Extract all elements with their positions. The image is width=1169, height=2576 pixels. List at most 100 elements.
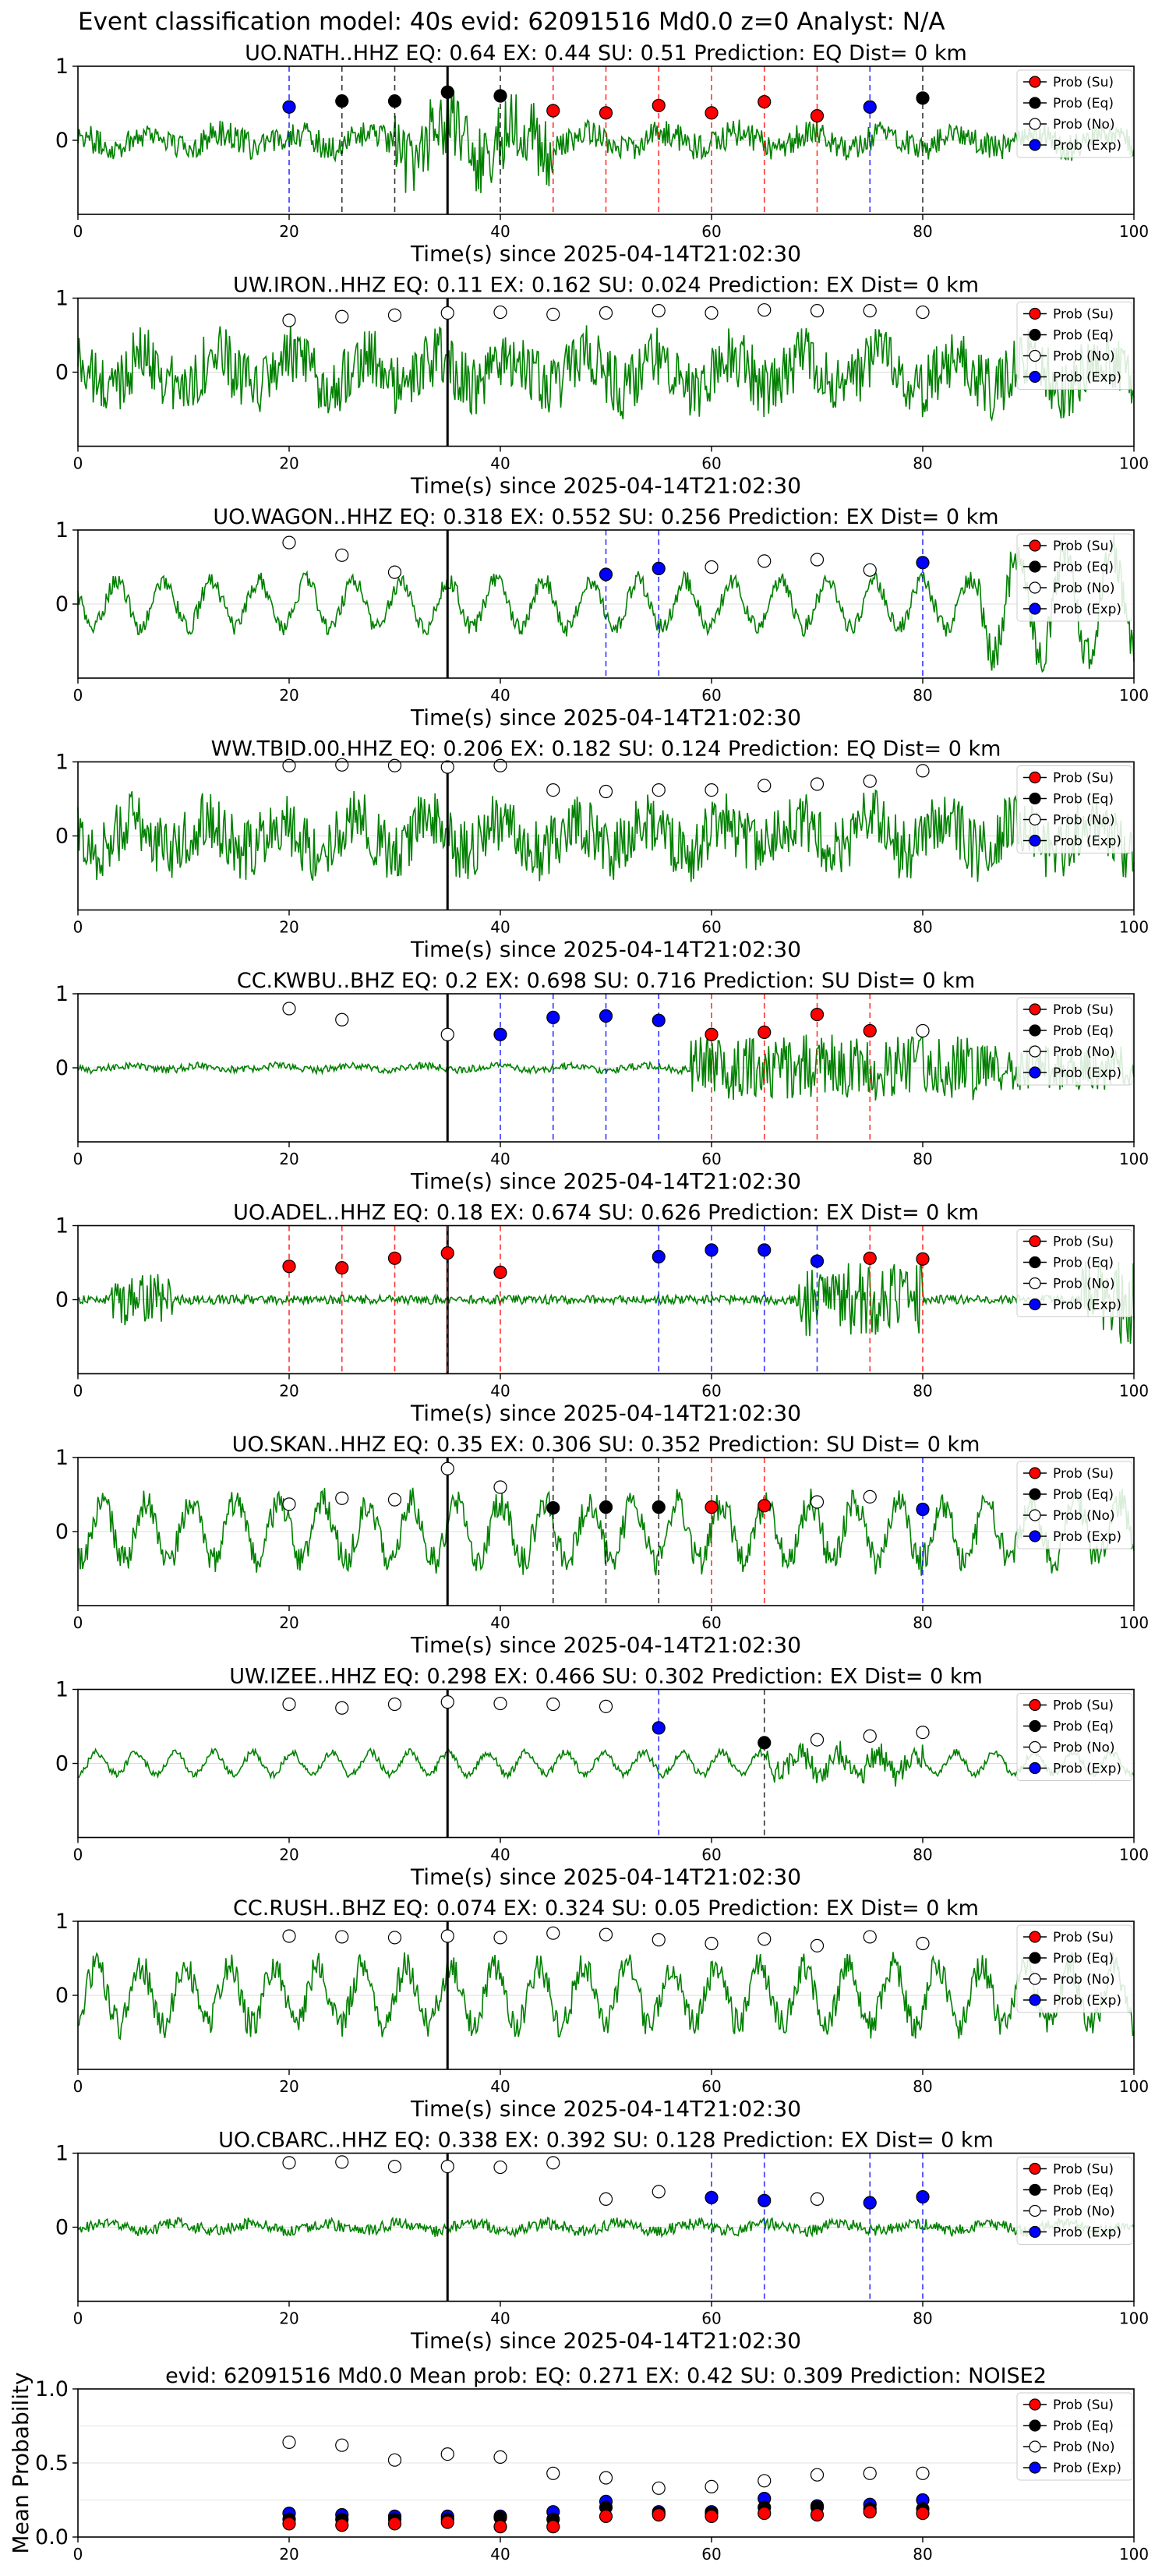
mean-prob-marker-noise: [758, 2474, 772, 2488]
prob-marker-noise: [493, 1480, 507, 1494]
legend-label: Prob (Eq): [1053, 328, 1114, 344]
x-tick-label: 0: [73, 2545, 83, 2564]
prob-marker-exp: [599, 1009, 613, 1023]
x-tick-label: 60: [701, 2309, 721, 2328]
legend-marker-exp: [1029, 1298, 1041, 1311]
legend-label: Prob (Su): [1053, 2162, 1114, 2178]
mean-prob-marker-noise: [440, 2447, 454, 2461]
panel-title: CC.RUSH..BHZ EQ: 0.074 EX: 0.324 SU: 0.0…: [233, 1896, 979, 1921]
panel-title: UO.CBARC..HHZ EQ: 0.338 EX: 0.392 SU: 0.…: [218, 2129, 994, 2153]
legend-marker-su: [1029, 539, 1041, 552]
y-tick-label: 1: [55, 1910, 69, 1934]
y-tick-label: 1: [55, 55, 69, 79]
legend-marker-eq: [1029, 2419, 1041, 2432]
prob-marker-su: [863, 1251, 877, 1265]
legend-label: Prob (Eq): [1053, 1719, 1114, 1735]
legend-label: Prob (Su): [1053, 1698, 1114, 1714]
legend-label: Prob (Su): [1053, 1466, 1114, 1482]
prob-marker-exp: [863, 2196, 877, 2210]
prob-marker-exp: [599, 567, 613, 581]
legend-label: Prob (Su): [1053, 539, 1114, 554]
waveform-trace: [77, 789, 1135, 882]
x-tick-label: 20: [279, 2077, 298, 2096]
prob-marker-noise: [335, 1701, 349, 1715]
legend-label: Prob (Eq): [1053, 2183, 1114, 2199]
prob-marker-noise: [810, 304, 825, 318]
prob-marker-noise: [440, 306, 454, 320]
prob-marker-noise: [493, 1696, 507, 1711]
prob-marker-noise: [810, 2192, 825, 2206]
figure-title: Event classification model: 40s evid: 62…: [78, 8, 945, 36]
x-axis-label: Time(s) since 2025-04-14T21:02:30: [410, 2328, 801, 2354]
legend-box: [1016, 302, 1133, 390]
prob-marker-noise: [335, 1491, 349, 1505]
legend-label: Prob (Su): [1053, 1235, 1114, 1250]
x-tick-label: 40: [490, 918, 510, 937]
chart-panel-10: 0 20 40 60 80 100 1 0 UO.CBARC..HHZ EQ: 0.338 EX…: [55, 2129, 1149, 2354]
x-tick-label: 40: [490, 2309, 510, 2328]
legend-label: Prob (Exp): [1053, 2461, 1121, 2476]
prob-marker-noise: [652, 783, 666, 797]
prob-marker-eq: [546, 1500, 560, 1515]
legend-label: Prob (Exp): [1053, 370, 1121, 386]
panel-title: UW.IRON..HHZ EQ: 0.11 EX: 0.162 SU: 0.02…: [233, 274, 979, 298]
mean-prob-marker-su: [335, 2518, 349, 2532]
x-axis-label: Time(s) since 2025-04-14T21:02:30: [410, 705, 801, 730]
legend-marker-noise: [1029, 1509, 1041, 1521]
mean-prob-marker-su: [387, 2517, 402, 2531]
prob-marker-noise: [652, 2185, 666, 2199]
y-tick-label: 0: [55, 129, 69, 153]
x-tick-label: 20: [279, 2309, 298, 2328]
prob-marker-noise: [387, 1493, 402, 1507]
prob-marker-noise: [758, 1932, 772, 1946]
legend-label: Prob (No): [1053, 1277, 1115, 1292]
prob-marker-exp: [916, 2189, 930, 2204]
legend-label: Prob (Exp): [1053, 834, 1121, 850]
prob-marker-noise: [546, 1697, 560, 1712]
legend-label: Prob (No): [1053, 117, 1115, 133]
panel-title: WW.TBID.00.HHZ EQ: 0.206 EX: 0.182 SU: 0…: [211, 737, 1001, 761]
prob-marker-exp: [652, 1249, 666, 1264]
prob-marker-noise: [705, 1936, 719, 1951]
legend-marker-noise: [1029, 2440, 1041, 2453]
prob-marker-noise: [863, 304, 877, 318]
legend-marker-noise: [1029, 581, 1041, 594]
legend-box: [1016, 1229, 1133, 1317]
legend-marker-exp: [1029, 1530, 1041, 1542]
legend-label: Prob (No): [1053, 1044, 1115, 1060]
legend-label: Prob (No): [1053, 1740, 1115, 1756]
prob-marker-noise: [387, 758, 402, 772]
prob-marker-exp: [652, 1721, 666, 1735]
x-tick-label: 60: [701, 1382, 721, 1401]
prob-marker-eq: [599, 1500, 613, 1514]
prob-marker-noise: [282, 1929, 296, 1943]
y-tick-label: 0: [55, 592, 69, 617]
x-tick-label: 20: [279, 686, 298, 705]
legend-marker-su: [1029, 76, 1041, 88]
legend-marker-eq: [1029, 1952, 1041, 1964]
x-tick-label: 100: [1119, 918, 1149, 937]
legend-label: Prob (Eq): [1053, 1487, 1114, 1503]
prob-marker-su: [387, 1251, 402, 1265]
legend-marker-eq: [1029, 792, 1041, 805]
legend-marker-eq: [1029, 97, 1041, 109]
waveform-trace: [77, 84, 1135, 193]
prob-marker-exp: [705, 2190, 719, 2205]
prob-marker-eq: [652, 1500, 666, 1514]
prob-marker-noise: [335, 548, 349, 562]
x-tick-label: 80: [913, 1150, 932, 1168]
prob-marker-noise: [387, 2160, 402, 2174]
legend-label: Prob (Su): [1053, 1930, 1114, 1945]
x-tick-label: 100: [1119, 1382, 1149, 1401]
prob-marker-su: [810, 109, 825, 123]
prob-marker-exp: [493, 1027, 507, 1041]
mean-prob-marker-noise: [387, 2453, 402, 2467]
x-tick-label: 40: [490, 1613, 510, 1632]
y-tick-label: 1: [55, 1214, 69, 1239]
y-tick-label: 0.0: [35, 2525, 69, 2549]
legend-marker-su: [1029, 1235, 1041, 1248]
x-tick-label: 100: [1119, 1846, 1149, 1864]
legend-marker-exp: [1029, 2461, 1041, 2474]
chart-panel-6: 0 20 40 60 80 100 1 0 UO.ADEL..HHZ EQ: 0.18 EX: …: [55, 1201, 1149, 1426]
